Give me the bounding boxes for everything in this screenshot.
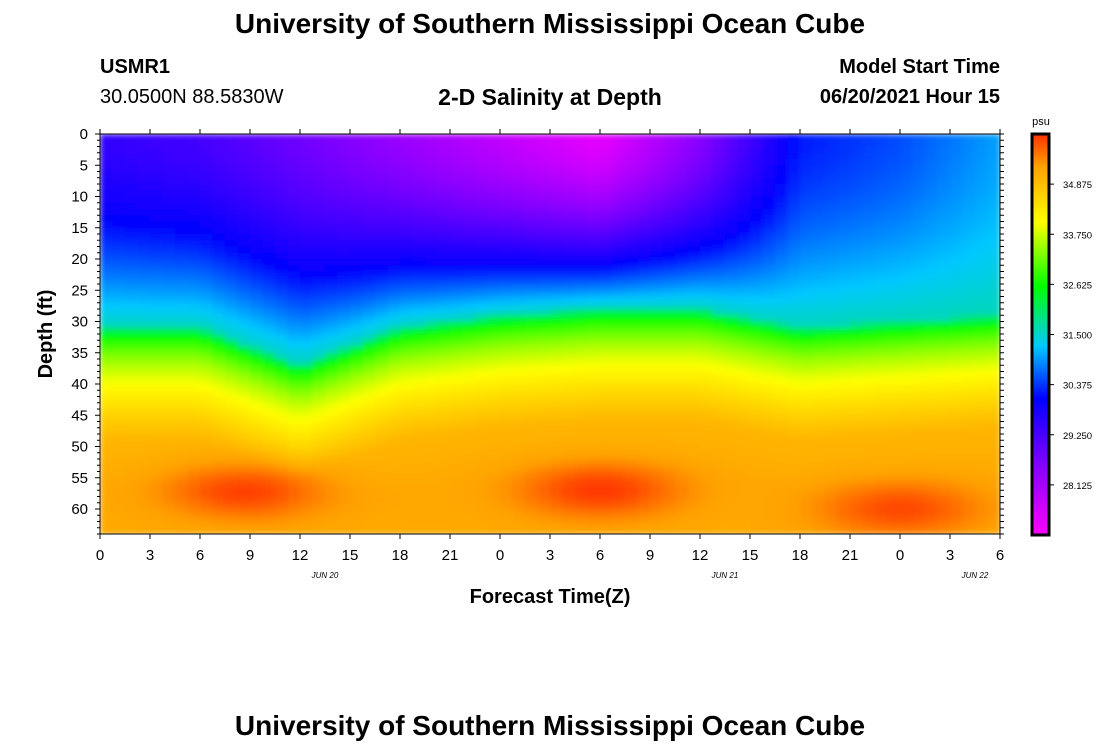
x-date-label: JUN 20 (311, 571, 339, 580)
x-tick-label: 9 (246, 547, 254, 564)
y-tick-label: 35 (71, 345, 88, 362)
x-tick-label: 21 (442, 547, 459, 564)
x-tick-label: 3 (146, 547, 154, 564)
colorbar-tick-label: 33.750 (1063, 230, 1092, 241)
plot-title: 2-D Salinity at Depth (438, 84, 662, 110)
x-tick-label: 0 (96, 547, 104, 564)
x-tick-label: 9 (646, 547, 654, 564)
colorbar-tick-label: 28.125 (1063, 481, 1092, 492)
colorbar-tick-label: 29.250 (1063, 431, 1092, 442)
x-tick-label: 0 (896, 547, 904, 564)
salinity-field (100, 134, 1000, 534)
y-tick-label: 5 (80, 157, 88, 174)
x-tick-label: 6 (996, 547, 1004, 564)
x-tick-label: 15 (342, 547, 359, 564)
main-title: University of Southern Mississippi Ocean… (234, 8, 866, 39)
x-tick-label: 15 (742, 547, 759, 564)
x-tick-label: 12 (292, 547, 309, 564)
colorbar-unit: psu (1032, 116, 1050, 128)
x-tick-label: 21 (842, 547, 859, 564)
colorbar-tick-label: 31.500 (1063, 331, 1092, 342)
y-tick-label: 40 (71, 376, 88, 393)
station-coordinates: 30.0500N 88.5830W (100, 86, 284, 108)
y-axis-label: Depth (ft) (35, 290, 57, 379)
x-tick-label: 3 (946, 547, 954, 564)
x-date-label: JUN 21 (711, 571, 739, 580)
y-tick-label: 10 (71, 189, 88, 206)
y-tick-label: 25 (71, 282, 88, 299)
colorbar-scale (1030, 132, 1051, 537)
x-axis-label: Forecast Time(Z) (470, 586, 631, 608)
colorbar-tick-label: 30.375 (1063, 381, 1092, 392)
y-tick-label: 55 (71, 470, 88, 487)
x-tick-label: 6 (596, 547, 604, 564)
y-tick-label: 30 (71, 314, 88, 331)
colorbar-tick-label: 34.875 (1063, 180, 1092, 191)
y-tick-label: 50 (71, 439, 88, 456)
x-tick-label: 12 (692, 547, 709, 564)
x-tick-label: 18 (392, 547, 409, 564)
salinity-chart: 0 3 6 9 12 15 18 21 0 3 6 9 12 15 18 21 0 3 6 JUN 20 JUN 21 J… (35, 116, 1092, 608)
footer-title: University of Southern Mississippi Ocean… (234, 710, 866, 741)
y-tick-label: 0 (80, 126, 88, 143)
x-date-label: JUN 22 (961, 571, 989, 580)
model-start-time: 06/20/2021 Hour 15 (819, 86, 1000, 108)
y-axis: 0 5 10 15 20 25 30 35 40 45 50 55 60 (71, 126, 1004, 535)
model-start-label: Model Start Time (839, 56, 1000, 78)
y-tick-label: 60 (71, 501, 88, 518)
x-tick-label: 6 (196, 547, 204, 564)
x-tick-label: 3 (546, 547, 554, 564)
y-tick-label: 20 (71, 251, 88, 268)
colorbar: psu 34.875 33.750 32.625 31.500 30.375 29.250… (1030, 116, 1092, 537)
y-tick-label: 45 (71, 407, 88, 424)
x-tick-label: 0 (496, 547, 504, 564)
station-id: USMR1 (100, 56, 171, 78)
colorbar-tick-label: 32.625 (1063, 280, 1092, 291)
x-tick-label: 18 (792, 547, 809, 564)
y-tick-label: 15 (71, 220, 88, 237)
x-axis: 0 3 6 9 12 15 18 21 0 3 6 9 12 15 18 21 0 3 6 JUN 20 JUN 21 J… (96, 129, 1004, 580)
